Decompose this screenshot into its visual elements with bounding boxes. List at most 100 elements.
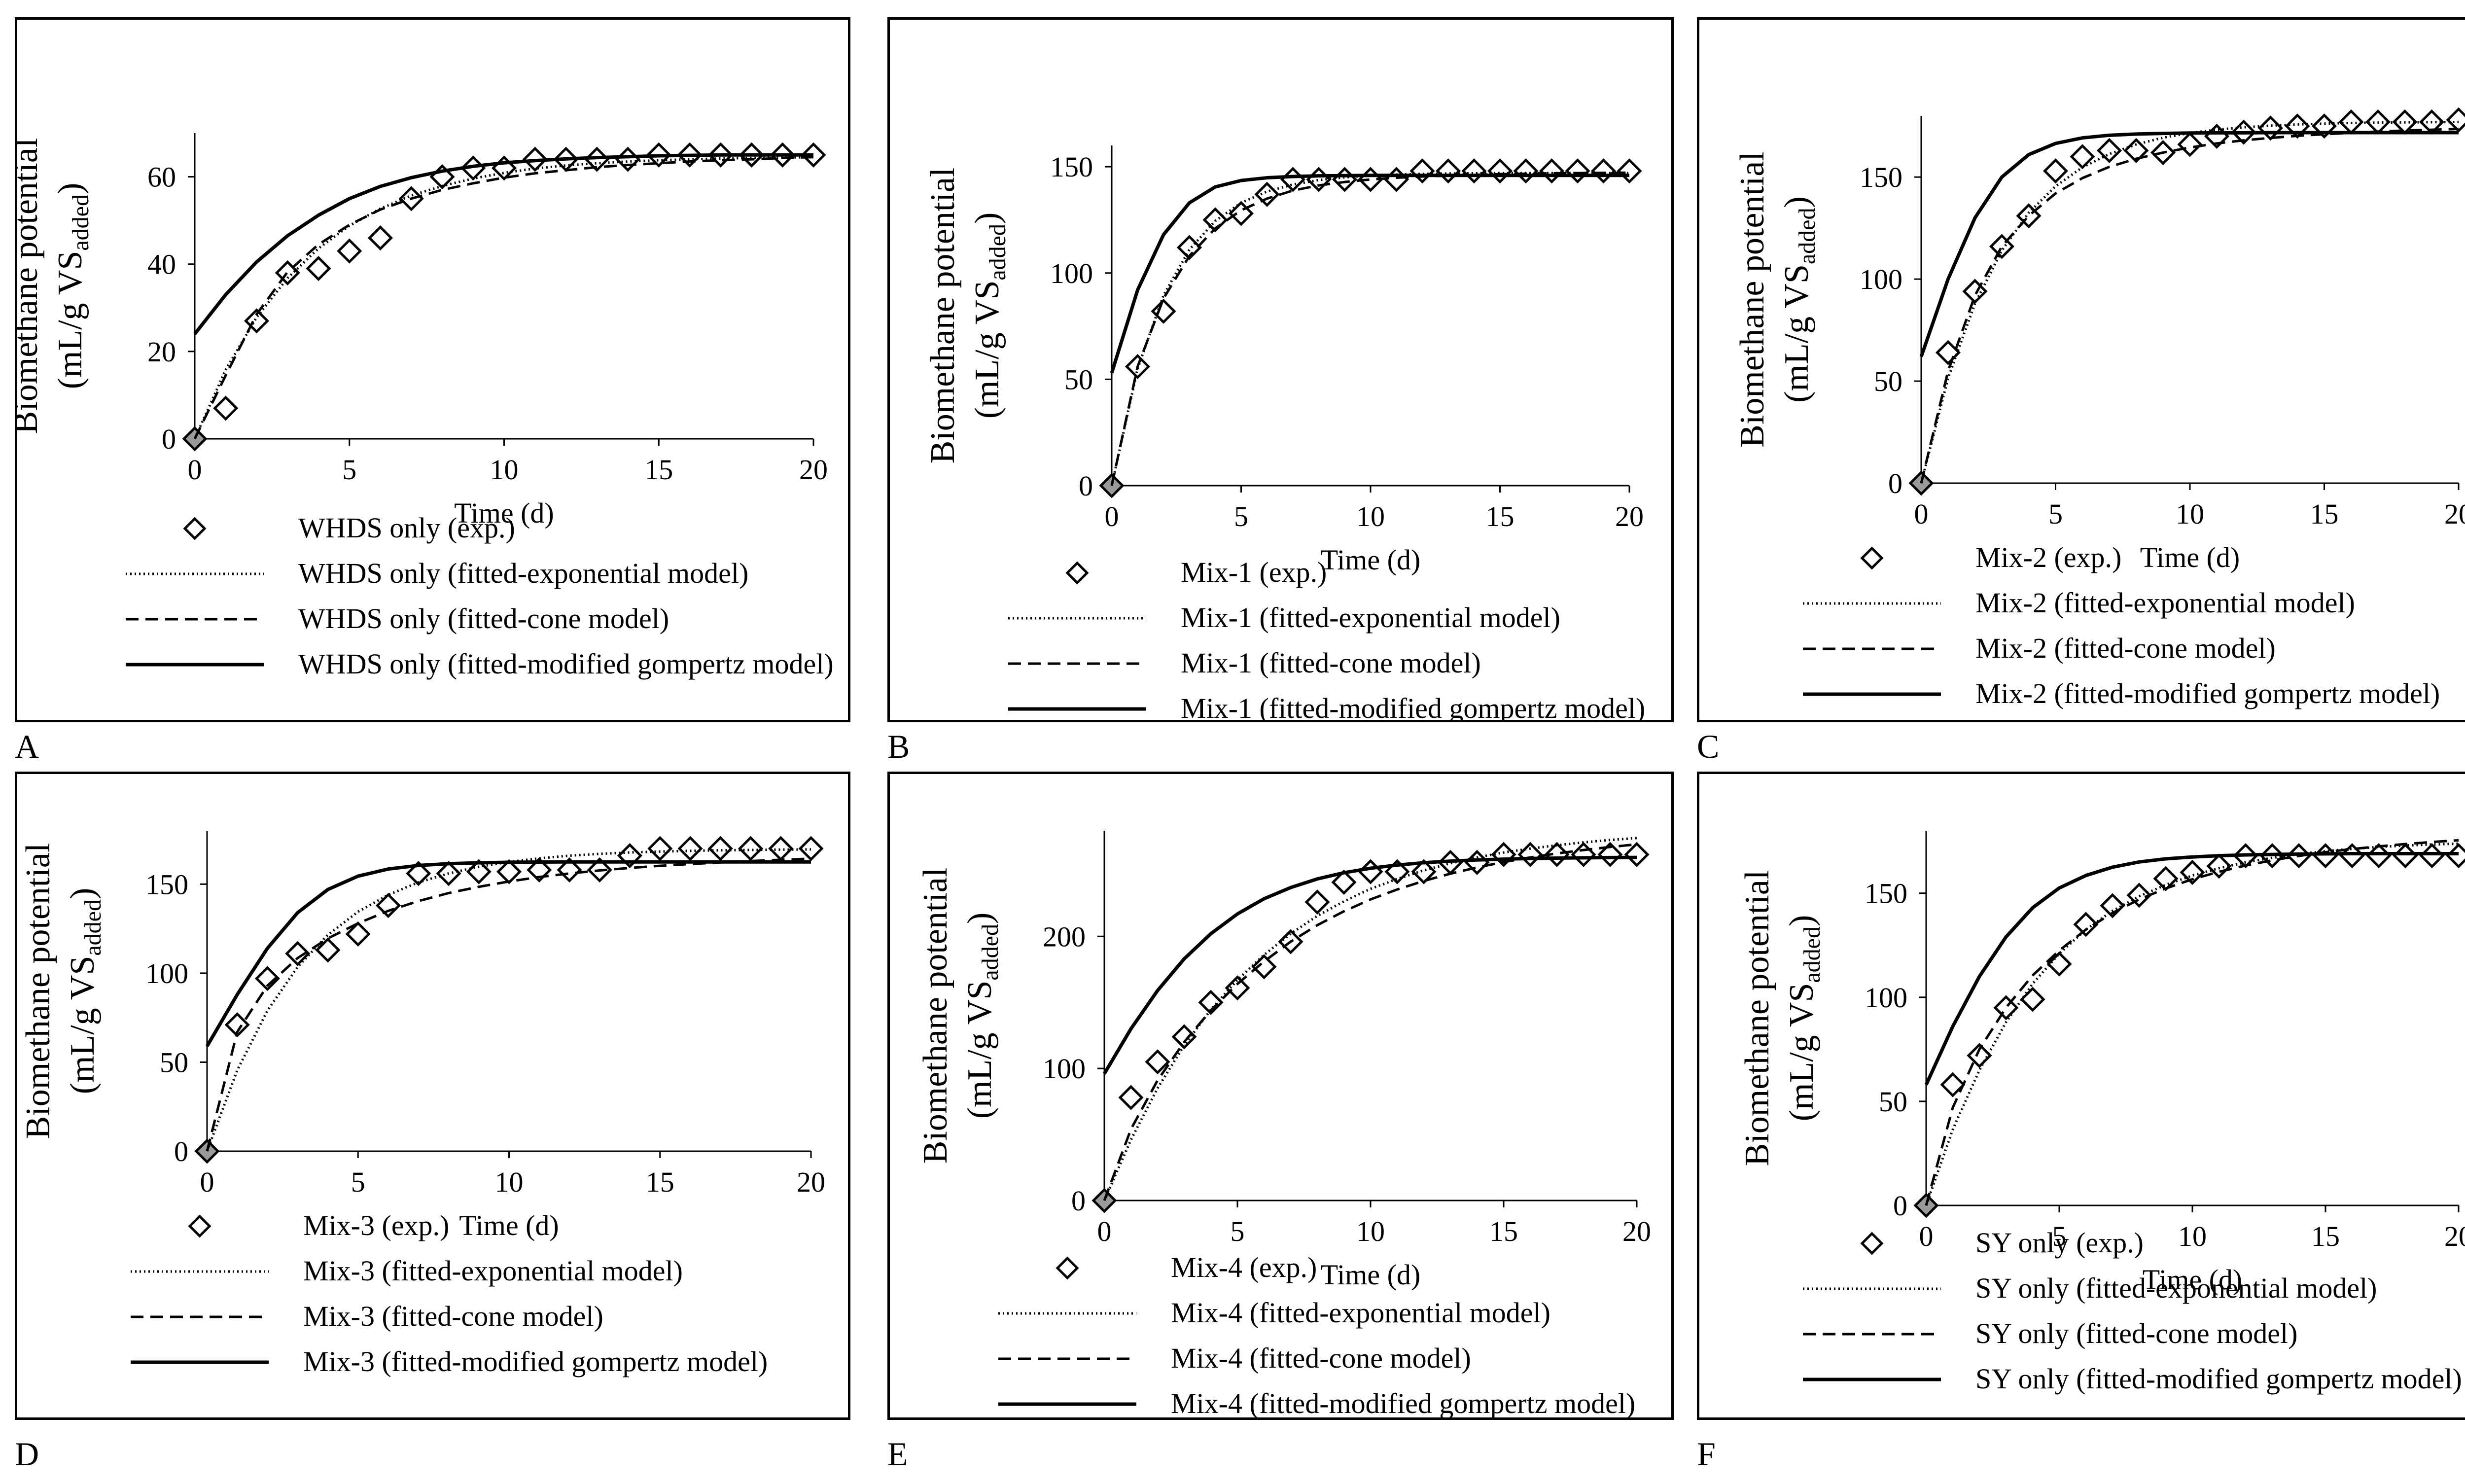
legend-label: Mix-3 (fitted-modified gompertz model)	[303, 1345, 768, 1378]
data-point	[1278, 929, 1303, 954]
series-line-solid	[205, 860, 811, 1047]
y-title-subscript: added	[977, 924, 1003, 981]
legend-label: Mix-3 (fitted-exponential model)	[303, 1255, 683, 1287]
data-point	[1539, 158, 1565, 184]
data-point	[213, 395, 239, 421]
plot-area: 0 5 10 15 20 0 50 100 150 Time (d) Biomethane pote…	[924, 145, 1644, 576]
legend-marker-diamond	[1860, 546, 1884, 570]
series-line-dotted	[1103, 837, 1637, 1201]
data-point	[1565, 158, 1590, 184]
y-tick-label: 100	[1865, 982, 1907, 1014]
y-tick-label: 40	[147, 248, 176, 281]
data-point	[1198, 989, 1224, 1015]
data-point	[1617, 158, 1642, 184]
y-title-suffix: )	[961, 913, 999, 924]
y-title-prefix: (mL/g VS	[51, 251, 89, 389]
chart-panel-c: 0 5 10 15 20 0 50 100 150 Time (d) Biomethane pote…	[1697, 17, 2465, 722]
chart-svg-f: 0 5 10 15 20 0 50 100 150 Time (d) Biomethane pote…	[1738, 831, 2465, 1395]
series-line-dashed	[1925, 839, 2459, 1206]
data-point	[2313, 843, 2338, 869]
y-title-line2: (mL/g VSadded)	[1783, 915, 1825, 1122]
data-point	[1125, 353, 1151, 380]
data-point	[646, 142, 671, 168]
legend-label: WHDS only (exp.)	[298, 512, 515, 544]
data-point	[1358, 859, 1383, 884]
data-point	[1993, 995, 2019, 1021]
data-point	[2123, 138, 2149, 163]
y-tick-label: 150	[1050, 151, 1093, 183]
data-point	[1332, 167, 1358, 192]
data-point	[2073, 912, 2099, 937]
y-tick-label: 0	[1893, 1190, 1907, 1222]
x-tick-label: 5	[1234, 500, 1248, 532]
data-point	[436, 861, 461, 886]
x-tick-label: 10	[1356, 1215, 1385, 1247]
x-tick-label: 0	[188, 454, 202, 486]
series-line-dashed	[1920, 127, 2459, 484]
y-axis-title: Biomethane potential(mL/g VSadded)	[924, 168, 1011, 464]
data-point	[801, 142, 826, 168]
data-point	[1487, 158, 1513, 184]
chart-panel-e: 0 5 10 15 20 0 100 200 Time (d) Biomethane potent…	[887, 772, 1674, 1420]
data-point	[1435, 158, 1461, 184]
data-point	[738, 836, 764, 861]
data-point	[1517, 842, 1543, 867]
y-title-suffix: )	[51, 183, 89, 194]
x-tick-label: 20	[799, 454, 828, 486]
data-point	[1491, 842, 1516, 867]
chart-panel-b: 0 5 10 15 20 0 50 100 150 Time (d) Biomethane pote…	[887, 17, 1674, 722]
x-tick-label: 15	[1486, 500, 1514, 532]
data-point	[1409, 158, 1435, 184]
data-point	[306, 256, 331, 282]
data-point	[2393, 843, 2418, 869]
y-title-subscript: added	[1794, 208, 1820, 265]
y-title-subscript: added	[1799, 926, 1825, 983]
y-title-suffix: )	[64, 888, 102, 899]
legend-label: Mix-1 (fitted-exponential model)	[1181, 601, 1560, 634]
x-tick-label: 0	[1914, 498, 1929, 530]
legend-marker-diamond	[1860, 1232, 1884, 1255]
y-title-line1: Biomethane potential	[924, 168, 962, 464]
data-point	[2096, 138, 2122, 163]
series-line-dashed	[206, 857, 811, 1152]
legend-label: SY only (exp.)	[1975, 1227, 2144, 1259]
data-point	[2150, 140, 2176, 166]
y-tick-label: 100	[1860, 263, 1902, 295]
y-title-line1: Biomethane potential	[19, 843, 57, 1139]
x-tick-label: 0	[1097, 1215, 1112, 1247]
x-axis-title: Time (d)	[454, 497, 554, 529]
x-tick-label: 20	[1615, 500, 1644, 532]
y-title-subscript: added	[985, 224, 1011, 281]
y-tick-label: 100	[145, 957, 188, 989]
data-point	[677, 142, 703, 168]
legend-label: WHDS only (fitted-cone model)	[298, 602, 669, 635]
legend-label: Mix-2 (fitted-exponential model)	[1975, 587, 2355, 619]
legend-marker-diamond	[188, 1214, 211, 1238]
data-point	[466, 859, 492, 884]
data-point	[1940, 1072, 1966, 1097]
data-point	[315, 937, 341, 963]
data-point	[398, 186, 424, 212]
panel-label-f: F	[1697, 1435, 1716, 1473]
x-tick-label: 20	[2444, 1220, 2465, 1252]
data-point	[1151, 298, 1176, 324]
y-tick-label: 20	[147, 336, 176, 368]
data-point	[2446, 843, 2465, 869]
y-title-line1: Biomethane potential	[916, 868, 954, 1164]
data-point	[406, 861, 431, 886]
data-point	[708, 142, 734, 168]
legend-label: Mix-2 (fitted-cone model)	[1975, 632, 2276, 664]
data-point	[522, 146, 548, 172]
plot-area: 0 5 10 15 20 0 50 100 150 Time (d) Biomethane pote…	[19, 831, 825, 1241]
data-point	[1590, 158, 1617, 184]
chart-panel-a: 0 5 10 15 20 0 20 40 60 Time (d) Biomethane potent…	[15, 17, 850, 722]
chart-panel-f: 0 5 10 15 20 0 50 100 150 Time (d) Biomethane pote…	[1697, 772, 2465, 1420]
y-title-line1: Biomethane potential	[1738, 870, 1776, 1166]
data-point	[367, 225, 393, 251]
x-axis-title: Time (d)	[2143, 1264, 2243, 1296]
data-point	[647, 836, 673, 861]
data-point	[2180, 859, 2205, 885]
legend-label: WHDS only (fitted-exponential model)	[298, 557, 748, 589]
y-axis-title: Biomethane potential(mL/g VSadded)	[17, 138, 94, 434]
panel-label-e: E	[887, 1435, 908, 1473]
